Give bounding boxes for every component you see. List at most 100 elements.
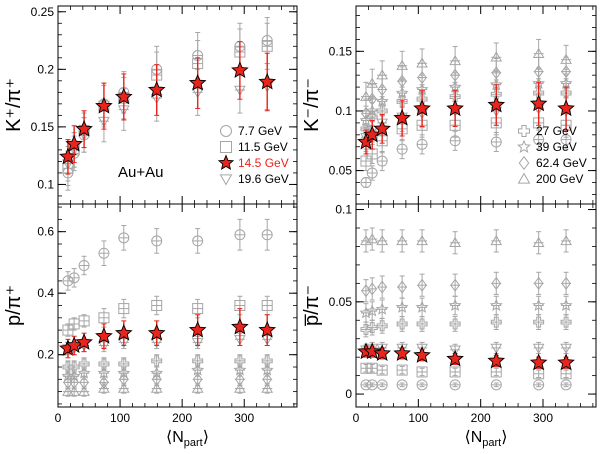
data-point <box>231 317 249 335</box>
data-point <box>490 343 503 354</box>
data-point <box>191 363 205 376</box>
data-point <box>490 136 502 148</box>
y-tick-label: 0.2 <box>37 62 54 76</box>
data-point <box>449 318 461 330</box>
y-tick-label: 0.6 <box>37 225 54 239</box>
data-point <box>98 358 110 370</box>
legend-label: 19.6 GeV <box>238 172 289 186</box>
legend-label: 62.4 GeV <box>536 156 587 170</box>
data-point <box>65 134 83 152</box>
data-point <box>77 366 91 379</box>
data-point <box>557 99 575 117</box>
panel-kplus-piplus: 0.1 0.15 0.2 0.25 K⁺/π⁺ Au+Au 7.7 GeV 11.5 GeV 1… <box>3 5 298 205</box>
x-axis-title-tail: ⟩ <box>203 429 209 446</box>
data-point <box>560 53 572 64</box>
data-point <box>449 366 461 378</box>
y-tick-label: 0.4 <box>37 286 54 300</box>
data-point <box>150 382 163 393</box>
series-highlight <box>357 342 575 371</box>
data-point <box>560 234 572 246</box>
data-point <box>147 323 166 341</box>
data-point <box>231 61 249 78</box>
data-point <box>377 82 388 97</box>
data-point <box>532 236 545 247</box>
data-point <box>192 355 204 367</box>
series-highlight <box>59 41 277 175</box>
data-point <box>396 343 408 354</box>
data-point <box>396 143 408 155</box>
data-point <box>68 272 80 284</box>
data-point <box>78 385 90 396</box>
data-point <box>118 303 130 315</box>
data-point <box>416 138 428 150</box>
data-point <box>393 344 411 361</box>
data-point <box>393 108 411 126</box>
data-point <box>261 229 273 241</box>
series-star-open <box>359 295 573 323</box>
data-point <box>261 40 273 52</box>
data-point <box>363 342 382 360</box>
x-tick-label: 200 <box>471 411 491 425</box>
data-point <box>373 119 392 137</box>
annotation-label: Au+Au <box>118 164 163 181</box>
x-axis-title-main: ⟨N <box>166 429 184 446</box>
legend: 27 GeV 39 GeV 62.4 GeV 200 GeV <box>517 124 587 186</box>
data-point <box>533 276 544 290</box>
data-point <box>234 229 246 241</box>
series-triangle-up <box>62 382 274 397</box>
data-point <box>417 70 427 85</box>
data-point <box>78 358 90 370</box>
data-point <box>533 316 545 328</box>
data-point <box>75 119 93 137</box>
data-point <box>114 87 133 105</box>
data-point <box>151 355 163 367</box>
data-point <box>449 345 461 356</box>
data-point <box>233 363 247 376</box>
data-point <box>376 364 388 376</box>
data-point <box>491 66 502 80</box>
data-point <box>117 382 130 393</box>
data-point <box>561 65 571 79</box>
x-axis-title-tail: ⟩ <box>501 429 507 446</box>
y-tick-label: 0 <box>345 387 352 401</box>
data-point <box>114 323 133 341</box>
x-tick-label: 0 <box>55 411 62 425</box>
data-point <box>360 90 372 101</box>
y-tick-label: 0.1 <box>335 203 352 217</box>
series-square <box>62 295 273 337</box>
data-point <box>448 298 462 312</box>
data-point <box>376 379 388 391</box>
y-axis-title: p/π⁺ <box>3 285 25 326</box>
data-point <box>98 312 110 324</box>
data-point <box>559 298 573 312</box>
series-triangle-up <box>360 38 572 112</box>
series-diamond <box>360 271 572 303</box>
data-point <box>261 355 273 367</box>
data-point <box>529 353 548 371</box>
y-axis-title: K⁻/π⁻ <box>301 78 323 132</box>
x-tick-label: 100 <box>408 411 428 425</box>
data-point <box>490 51 503 62</box>
data-point <box>396 364 408 376</box>
x-tick-label: 0 <box>353 411 360 425</box>
data-point <box>450 68 460 82</box>
legend-marker <box>220 141 232 153</box>
data-point <box>261 300 273 311</box>
series-triangle-up <box>360 227 572 255</box>
data-point <box>376 234 389 246</box>
data-point <box>376 69 389 80</box>
data-point <box>560 379 572 391</box>
series-cross <box>360 314 572 338</box>
legend-label: 200 GeV <box>536 172 583 186</box>
data-point <box>78 315 90 327</box>
data-point <box>366 167 378 179</box>
data-point <box>367 282 378 296</box>
y-axis-title: K⁺/π⁺ <box>3 78 25 132</box>
data-point <box>449 236 461 247</box>
data-point <box>98 382 110 393</box>
legend-marker <box>518 155 530 171</box>
data-point <box>491 276 502 290</box>
data-point <box>560 343 572 354</box>
data-point <box>413 99 431 117</box>
panel-p-piplus: 0.2 0.4 0.6 0 100 200 300 p/π⁺ ⟨Npart⟩ <box>3 203 298 449</box>
